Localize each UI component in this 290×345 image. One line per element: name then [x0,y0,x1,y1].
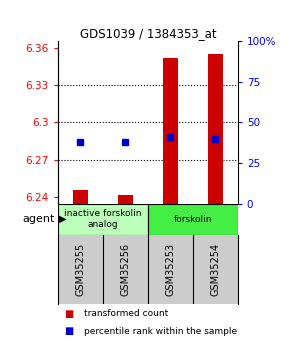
Text: ■: ■ [64,309,73,319]
Text: GSM35256: GSM35256 [120,243,130,296]
Text: GSM35255: GSM35255 [75,243,86,296]
Bar [163,58,177,204]
Text: percentile rank within the sample: percentile rank within the sample [84,327,237,336]
Text: transformed count: transformed count [84,309,168,318]
Title: GDS1039 / 1384353_at: GDS1039 / 1384353_at [79,27,216,40]
Bar [148,204,238,235]
Text: ▶: ▶ [59,214,67,224]
Text: ■: ■ [64,326,73,336]
Bar [73,190,88,204]
Text: GSM35254: GSM35254 [210,243,220,296]
Text: forskolin: forskolin [174,215,212,224]
Bar [118,196,133,204]
Bar [208,54,222,204]
Text: agent: agent [23,214,55,224]
Text: inactive forskolin
analog: inactive forskolin analog [64,209,142,229]
Text: GSM35253: GSM35253 [165,243,175,296]
Bar [58,204,148,235]
